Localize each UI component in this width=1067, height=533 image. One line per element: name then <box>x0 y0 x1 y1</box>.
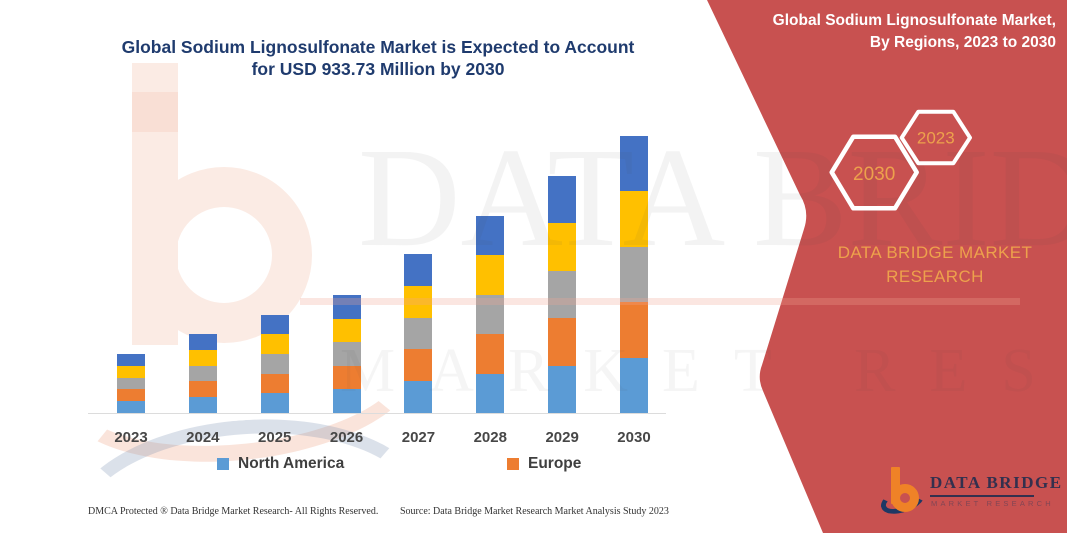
bar-segment <box>117 365 145 378</box>
bar-segment <box>548 223 577 271</box>
bar-segment-europe <box>117 389 145 402</box>
bar-segment <box>117 377 145 390</box>
logo-b-bowl-icon <box>891 484 919 512</box>
bar-segment <box>476 255 505 295</box>
hexagon-small-label: 2023 <box>917 129 955 148</box>
bar-segment-europe <box>548 318 577 366</box>
panel-brand-line2: RESEARCH <box>886 267 984 286</box>
bar-segment <box>404 285 433 318</box>
page-title-line2: for USD 933.73 Million by 2030 <box>251 59 505 79</box>
bar-segment-europe <box>332 365 361 390</box>
panel-brand-line1: DATA BRIDGE MARKET <box>837 243 1033 262</box>
bar-segment-europe <box>404 349 433 382</box>
bar-segment <box>619 136 648 192</box>
bar-segment <box>404 254 433 286</box>
logo-b-stem-icon <box>891 467 900 504</box>
page-title-line1: Global Sodium Lignosulfonate Market is E… <box>121 37 635 57</box>
logo-rule <box>930 495 1034 497</box>
bar-segment <box>548 176 577 224</box>
legend-label-north-america: North America <box>238 455 345 472</box>
x-tick-2029: 2029 <box>545 429 579 446</box>
legend-label-europe: Europe <box>528 455 582 472</box>
bar-segment-north-america <box>548 365 577 413</box>
x-tick-2024: 2024 <box>186 429 220 446</box>
bar-segment-europe <box>619 302 648 358</box>
bar-2030 <box>619 136 648 413</box>
watermark-logo-stem-shade <box>132 92 178 132</box>
panel-title-line1: Global Sodium Lignosulfonate Market, <box>772 12 1056 29</box>
x-tick-2027: 2027 <box>401 429 436 446</box>
x-axis-line <box>88 413 666 414</box>
hexagon-large-outline <box>829 134 919 211</box>
x-tick-2026: 2026 <box>329 429 364 446</box>
watermark-text-row2: MARKET RESEARCH <box>340 337 1067 405</box>
logo-tagline: MARKET RESEARCH <box>931 499 1054 508</box>
legend-item-north-america: North America <box>217 455 344 473</box>
bar-segment <box>332 318 361 343</box>
bar-segment-north-america <box>188 397 217 413</box>
bar-segment-north-america <box>619 357 648 413</box>
bar-segment-north-america <box>260 393 289 413</box>
page-title: Global Sodium Lignosulfonate Market is E… <box>120 36 636 80</box>
bar-segment <box>188 349 217 366</box>
legend-swatch-europe <box>507 458 519 470</box>
bar-2024 <box>188 334 217 413</box>
x-tick-2023: 2023 <box>114 429 148 446</box>
x-tick-2025: 2025 <box>258 429 292 446</box>
bar-segment <box>260 353 289 374</box>
panel-title-line2: By Regions, 2023 to 2030 <box>869 34 1056 51</box>
watermark-underline-band <box>300 298 1020 305</box>
panel-title: Global Sodium Lignosulfonate Market, By … <box>726 10 1056 54</box>
bar-segment-north-america <box>117 401 145 413</box>
bar-segment-europe <box>476 334 505 374</box>
bar-segment-europe <box>188 381 217 398</box>
panel-brand-text: DATA BRIDGE MARKET RESEARCH <box>810 241 1060 289</box>
bar-segment <box>260 314 289 335</box>
bar-segment <box>619 191 648 247</box>
bar-segment <box>117 354 145 366</box>
logo-name: DATA BRIDGE <box>930 473 1063 492</box>
x-tick-2030: 2030 <box>617 429 651 446</box>
bar-2028 <box>476 216 505 413</box>
bar-segment-europe <box>260 373 289 394</box>
bar-2027 <box>404 254 433 413</box>
bar-segment-north-america <box>332 389 361 413</box>
watermark-text-row1: DATA BRIDGE <box>358 118 1067 276</box>
legend-swatch-north-america <box>217 458 229 470</box>
bar-segment <box>476 216 505 256</box>
hexagon-small-outline <box>899 109 972 166</box>
bar-2029 <box>548 176 577 413</box>
footer-source: Source: Data Bridge Market Research Mark… <box>400 506 669 517</box>
bar-2026 <box>332 295 361 413</box>
bar-segment <box>476 294 505 335</box>
bar-segment <box>260 334 289 354</box>
data-bridge-logo: DATA BRIDGE MARKET RESEARCH <box>877 464 1061 522</box>
bar-2023 <box>117 354 145 413</box>
bar-segment <box>188 365 217 382</box>
bar-segment <box>548 270 577 319</box>
bar-segment <box>619 246 648 303</box>
legend-item-europe: Europe <box>507 455 581 473</box>
hexagon-large-label: 2030 <box>853 164 895 185</box>
bar-segment <box>332 295 361 319</box>
bar-segment <box>188 334 217 350</box>
bar-segment <box>404 317 433 350</box>
bar-segment-north-america <box>404 381 433 413</box>
bar-segment-north-america <box>476 373 505 413</box>
bar-segment <box>332 342 361 366</box>
footer-dmca: DMCA Protected ® Data Bridge Market Rese… <box>88 506 379 517</box>
bar-2025 <box>260 314 289 414</box>
x-tick-2028: 2028 <box>473 429 507 446</box>
